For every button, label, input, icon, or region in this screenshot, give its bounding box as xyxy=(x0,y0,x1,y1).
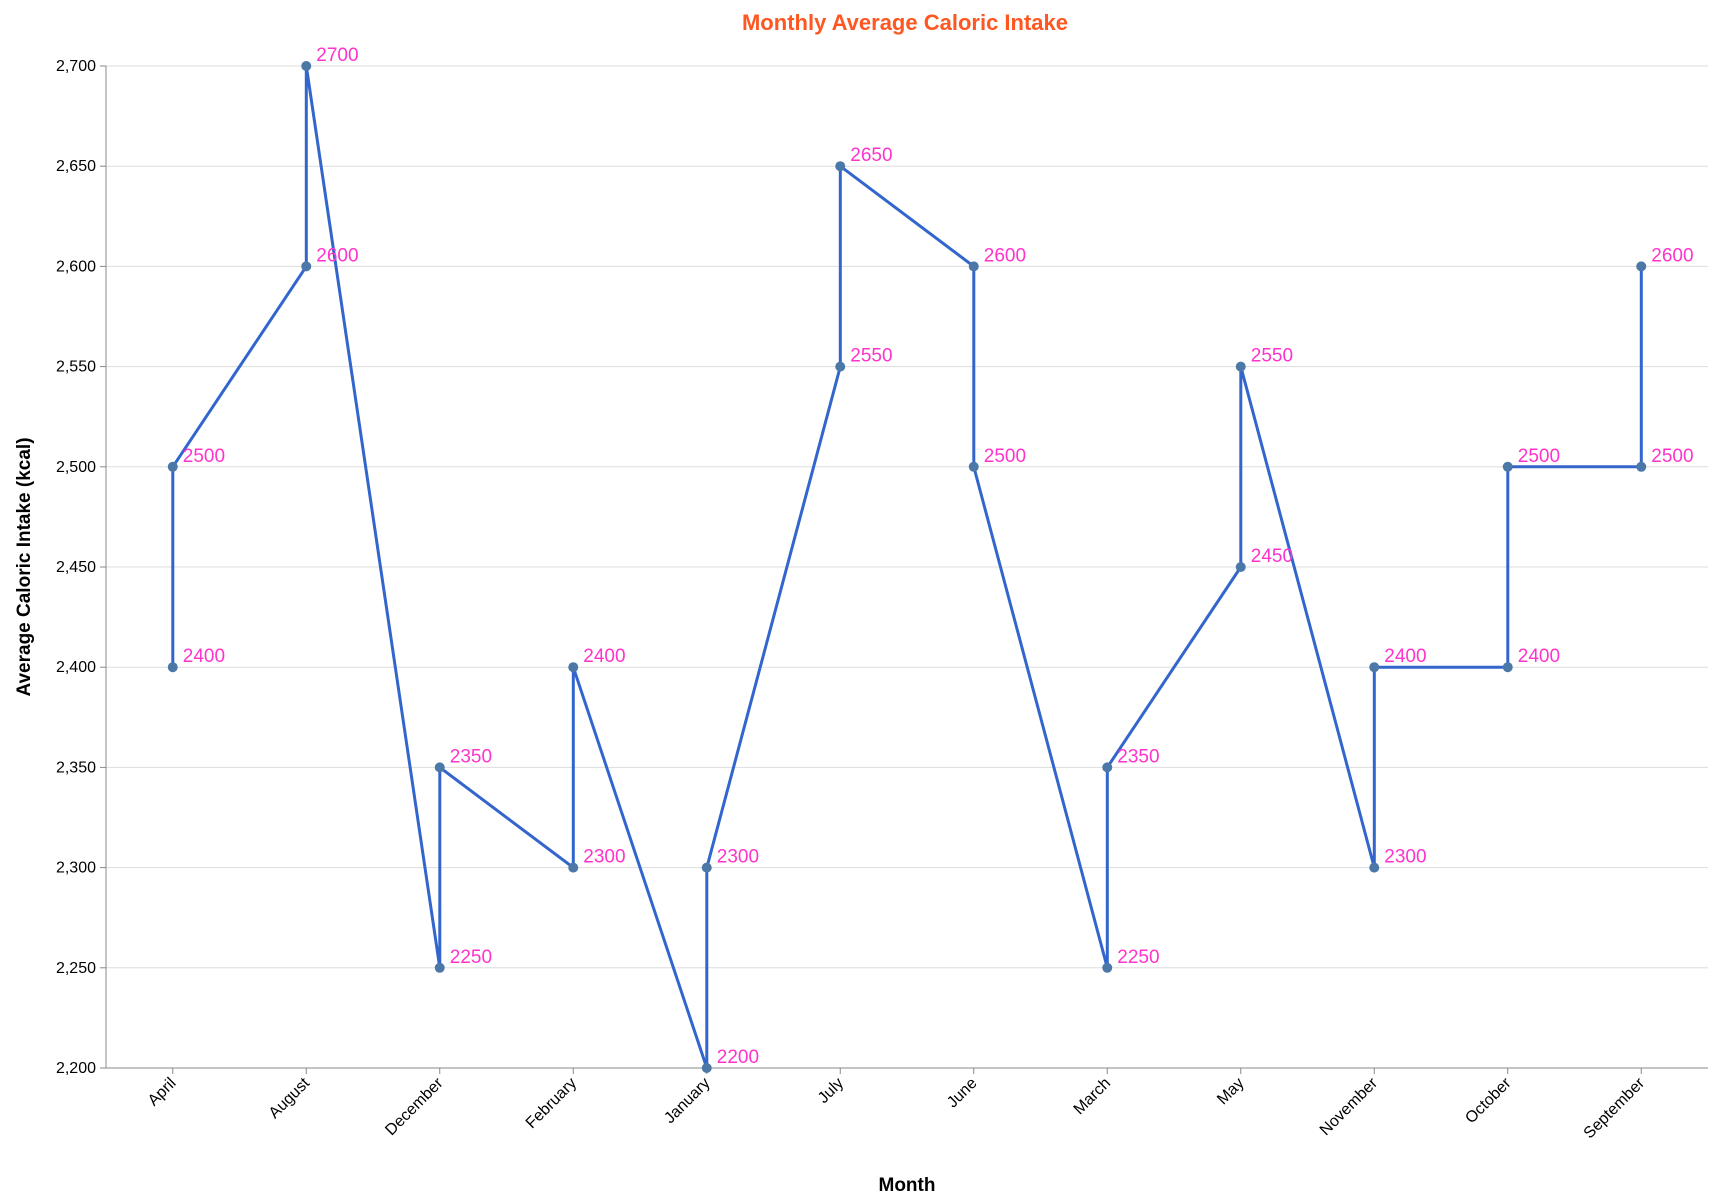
x-tick-label: November xyxy=(1317,1074,1382,1139)
x-tick-label: August xyxy=(266,1074,314,1122)
x-tick-label: September xyxy=(1581,1074,1649,1142)
y-axis-title: Average Caloric Intake (kcal) xyxy=(14,437,35,696)
data-label: 2450 xyxy=(1251,546,1293,567)
y-tick-label: 2,400 xyxy=(56,659,96,676)
data-point xyxy=(434,962,445,973)
data-label: 2350 xyxy=(1117,746,1159,767)
y-tick-label: 2,700 xyxy=(56,58,96,75)
data-point xyxy=(434,762,445,773)
y-tick-label: 2,200 xyxy=(56,1060,96,1077)
data-label: 2500 xyxy=(1518,446,1560,467)
data-label: 2300 xyxy=(583,847,625,868)
y-tick-label: 2,600 xyxy=(56,258,96,275)
data-point xyxy=(701,1063,712,1073)
data-point xyxy=(701,862,712,873)
data-point xyxy=(167,662,178,673)
data-label: 2600 xyxy=(1651,245,1693,266)
x-tick-label: February xyxy=(523,1075,580,1132)
grid-lines xyxy=(106,65,1708,1069)
x-tick-label: January xyxy=(661,1075,713,1127)
data-point xyxy=(1235,361,1246,372)
data-labels: 2400 2500 2600 2700 2250 2350 2300 2400 2200 2300… xyxy=(183,45,1694,1068)
data-label: 2600 xyxy=(984,245,1026,266)
data-point xyxy=(968,261,979,272)
x-tick-label: October xyxy=(1462,1074,1515,1127)
x-tick-label: March xyxy=(1071,1075,1114,1118)
y-tick-label: 2,300 xyxy=(56,860,96,877)
x-axis-title: Month xyxy=(879,1175,936,1196)
axes: 2,200 2,250 2,300 2,350 2,400 2,450 2,500 2,550… xyxy=(56,58,1708,1142)
data-point xyxy=(1636,461,1647,472)
data-point xyxy=(1369,662,1380,673)
chart-title: Monthly Average Caloric Intake xyxy=(742,10,1068,35)
data-point xyxy=(1502,662,1513,673)
data-point xyxy=(301,261,312,272)
x-tick-label: May xyxy=(1214,1075,1247,1108)
x-tick-label: April xyxy=(145,1075,180,1110)
data-label: 2250 xyxy=(450,947,492,968)
data-point xyxy=(568,862,579,873)
data-label: 2700 xyxy=(316,45,358,66)
x-tick-label: June xyxy=(944,1075,981,1112)
data-label: 2400 xyxy=(583,646,625,667)
data-point xyxy=(1636,261,1647,272)
data-point xyxy=(835,161,846,172)
data-label: 2650 xyxy=(850,145,892,166)
data-label: 2400 xyxy=(183,646,225,667)
data-label: 2600 xyxy=(316,245,358,266)
y-tick-label: 2,550 xyxy=(56,359,96,376)
y-tick-label: 2,250 xyxy=(56,960,96,977)
data-label: 2500 xyxy=(1651,446,1693,467)
data-point xyxy=(1102,962,1113,973)
data-label: 2550 xyxy=(1251,346,1293,367)
data-points xyxy=(167,61,1647,1073)
data-point xyxy=(1369,862,1380,873)
data-label: 2300 xyxy=(1384,847,1426,868)
x-tick-label: July xyxy=(815,1075,847,1107)
data-point xyxy=(1102,762,1113,773)
data-point xyxy=(1502,461,1513,472)
y-tick-label: 2,450 xyxy=(56,559,96,576)
y-tick-label: 2,350 xyxy=(56,759,96,776)
series-line xyxy=(171,65,1643,1069)
data-point xyxy=(167,461,178,472)
data-label: 2400 xyxy=(1518,646,1560,667)
y-tick-label: 2,500 xyxy=(56,459,96,476)
data-point xyxy=(1235,562,1246,572)
series-line-path xyxy=(171,65,1643,1069)
data-point xyxy=(568,662,579,673)
data-label: 2250 xyxy=(1117,947,1159,968)
data-label: 2400 xyxy=(1384,646,1426,667)
data-label: 2500 xyxy=(183,446,225,467)
data-label: 2350 xyxy=(450,746,492,767)
data-label: 2500 xyxy=(984,446,1026,467)
y-tick-label: 2,650 xyxy=(56,158,96,175)
data-point xyxy=(968,461,979,472)
data-label: 2300 xyxy=(717,847,759,868)
data-label: 2550 xyxy=(850,346,892,367)
x-tick-label: December xyxy=(382,1074,447,1139)
data-point xyxy=(835,361,846,372)
data-label: 2200 xyxy=(717,1047,759,1068)
data-point xyxy=(301,61,312,71)
